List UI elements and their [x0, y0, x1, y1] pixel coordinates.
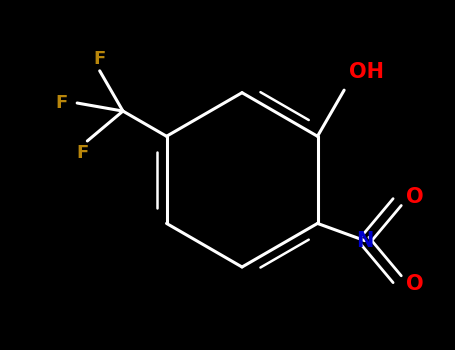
Text: F: F [56, 94, 68, 112]
Text: OH: OH [349, 62, 384, 82]
Text: O: O [406, 187, 424, 207]
Text: N: N [356, 231, 374, 251]
Text: F: F [76, 144, 89, 162]
Text: F: F [94, 50, 106, 68]
Text: O: O [406, 274, 424, 294]
